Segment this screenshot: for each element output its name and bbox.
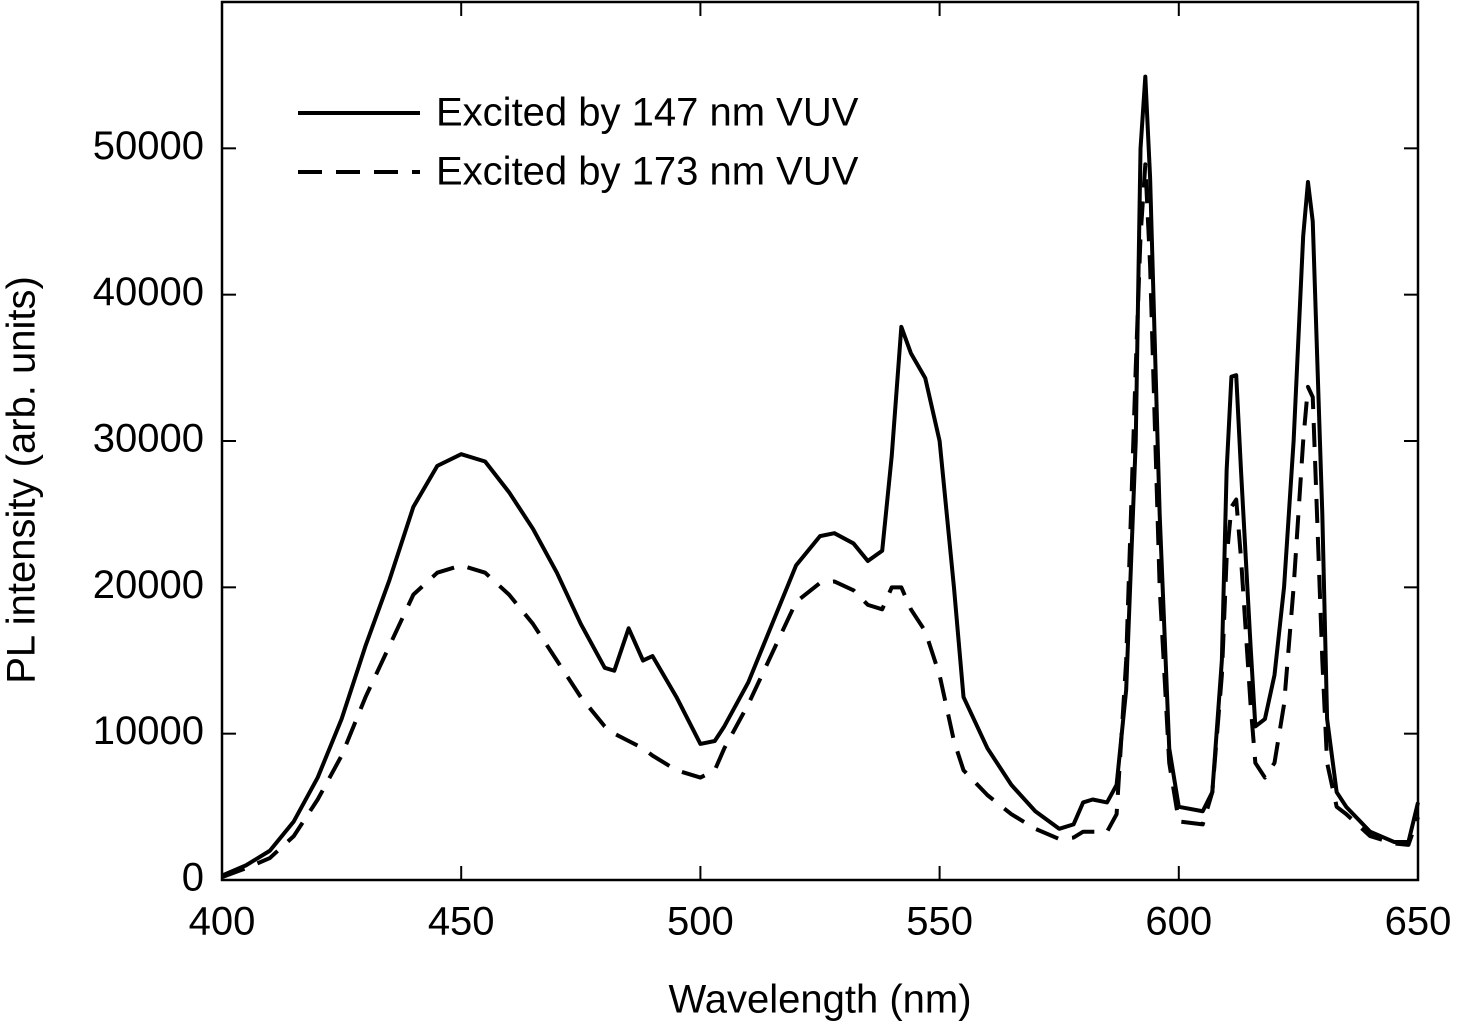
y-tick-label: 10000 <box>93 709 204 753</box>
legend-label: Excited by 173 nm VUV <box>436 150 859 194</box>
x-tick-label: 400 <box>189 900 256 944</box>
legend-label: Excited by 147 nm VUV <box>436 91 859 135</box>
data-line <box>221 162 1420 879</box>
x-tick-label: 450 <box>428 900 495 944</box>
y-axis-label: PL intensity (arb. units) <box>0 276 44 684</box>
x-tick-label: 550 <box>906 900 973 944</box>
y-tick-label: 30000 <box>93 417 204 461</box>
x-tick-label: 600 <box>1145 900 1212 944</box>
x-tick-label: 500 <box>667 900 734 944</box>
x-axis-label: Wavelength (nm) <box>668 978 971 1022</box>
y-tick-label: 20000 <box>93 563 204 607</box>
y-tick-label: 40000 <box>93 270 204 314</box>
y-tick-label: 0 <box>182 856 204 900</box>
data-line <box>221 74 1420 878</box>
y-tick-label: 50000 <box>93 124 204 168</box>
x-tick-label: 650 <box>1385 900 1452 944</box>
